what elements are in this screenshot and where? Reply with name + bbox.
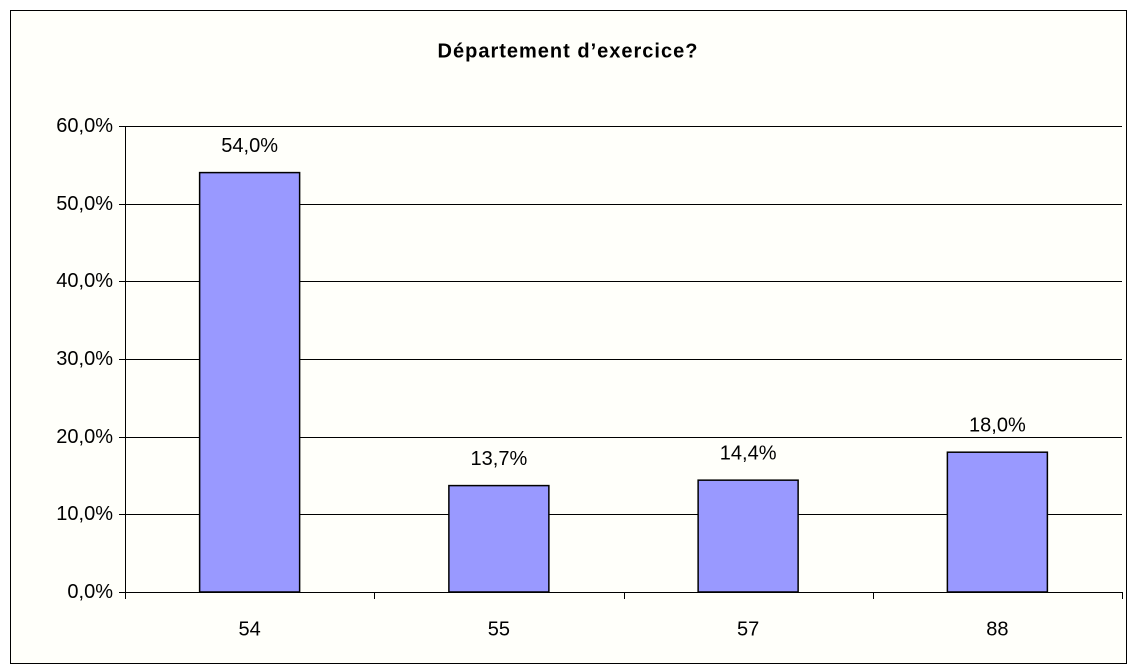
data-label: 54,0% [221,135,278,157]
x-tick-label: 57 [737,618,759,640]
x-tick-label: 54 [239,618,261,640]
y-tick-label: 0,0% [67,581,113,603]
data-label: 18,0% [969,414,1026,436]
x-tick-label: 88 [986,618,1008,640]
chart-area [10,10,1127,664]
bar [697,479,799,593]
bar [448,484,550,593]
y-tick-label: 40,0% [56,270,113,292]
y-tick-label: 30,0% [56,348,113,370]
x-tick-label: 55 [488,618,510,640]
y-tick-label: 20,0% [56,426,113,448]
data-label: 13,7% [471,448,528,470]
y-tick-label: 10,0% [56,503,113,525]
bar [946,451,1049,593]
data-label: 14,4% [720,442,777,464]
y-tick-label: 50,0% [56,193,113,215]
chart-title: Département d’exercice? [438,40,699,62]
y-tick-label: 60,0% [56,115,113,137]
bar [198,171,301,593]
